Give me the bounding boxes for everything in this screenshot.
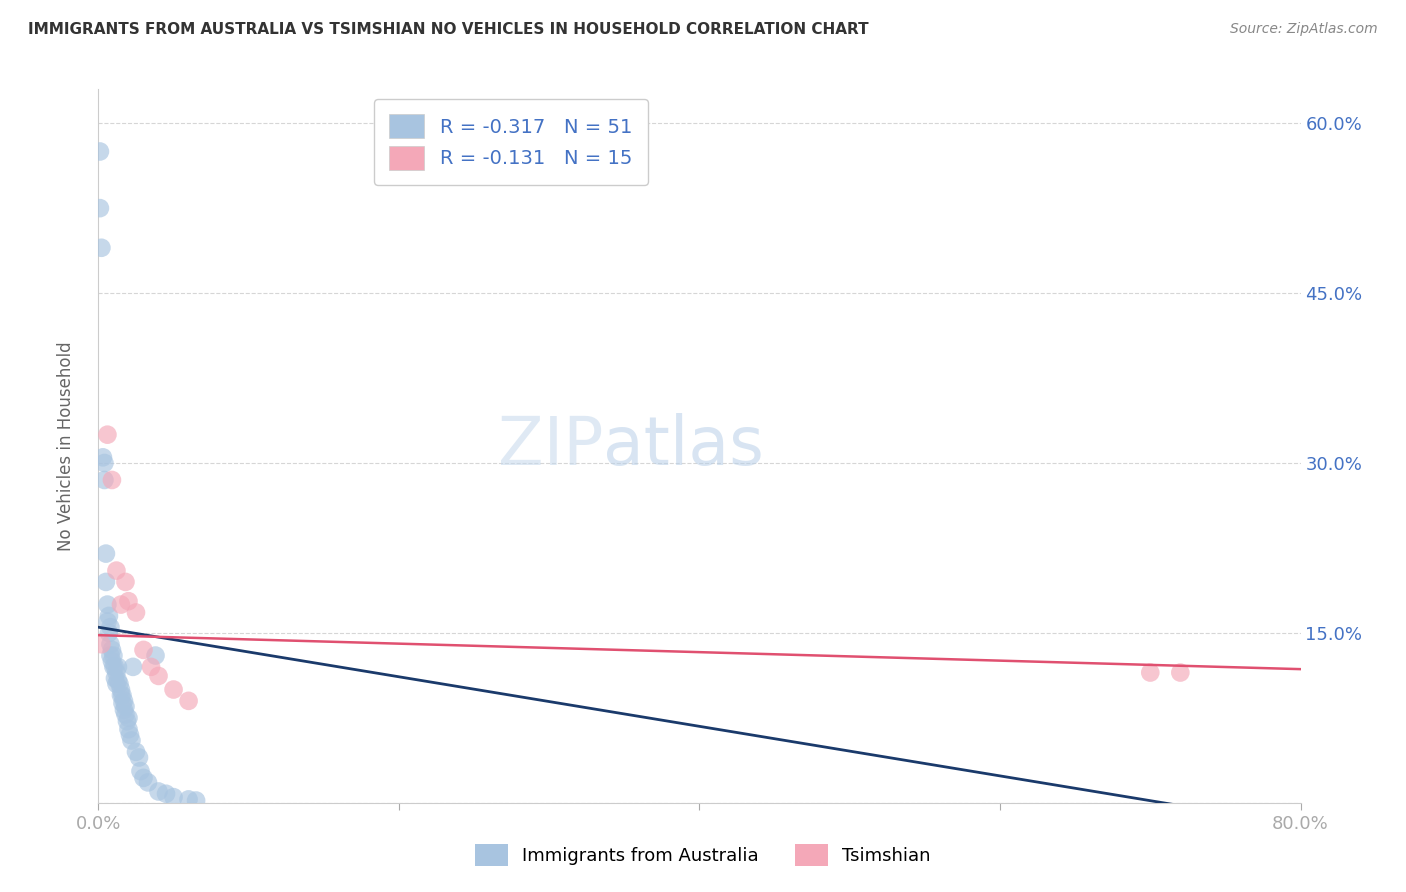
Point xyxy=(107,660,129,674)
Point xyxy=(125,745,148,759)
Text: atlas: atlas xyxy=(603,413,765,479)
Text: IMMIGRANTS FROM AUSTRALIA VS TSIMSHIAN NO VEHICLES IN HOUSEHOLD CORRELATION CHAR: IMMIGRANTS FROM AUSTRALIA VS TSIMSHIAN N… xyxy=(28,22,869,37)
Point xyxy=(110,688,132,702)
Legend: Immigrants from Australia, Tsimshian: Immigrants from Australia, Tsimshian xyxy=(463,831,943,879)
Point xyxy=(96,598,118,612)
Point xyxy=(114,699,136,714)
Point xyxy=(103,660,125,674)
Point xyxy=(101,643,124,657)
Point xyxy=(96,427,118,442)
Point xyxy=(91,450,114,465)
Point xyxy=(132,771,155,785)
Point xyxy=(162,790,184,805)
Point xyxy=(122,660,145,674)
Point xyxy=(105,665,128,680)
Point xyxy=(111,688,134,702)
Point xyxy=(93,456,115,470)
Point xyxy=(104,660,127,674)
Point xyxy=(100,620,122,634)
Point xyxy=(177,792,200,806)
Point xyxy=(136,775,159,789)
Point xyxy=(155,787,177,801)
Text: ZIP: ZIP xyxy=(498,413,603,479)
Point xyxy=(114,707,136,722)
Point xyxy=(139,660,162,674)
Y-axis label: No Vehicles in Household: No Vehicles in Household xyxy=(56,341,75,551)
Point xyxy=(145,648,167,663)
Point xyxy=(114,574,136,589)
Point xyxy=(97,608,120,623)
Point xyxy=(101,473,124,487)
Point xyxy=(1170,665,1192,680)
Point xyxy=(93,473,115,487)
Point xyxy=(148,784,170,798)
Point xyxy=(132,643,155,657)
Point xyxy=(115,714,138,729)
Point xyxy=(112,703,135,717)
Point xyxy=(117,722,139,736)
Point xyxy=(117,711,139,725)
Point xyxy=(89,145,111,159)
Point xyxy=(118,728,141,742)
Point xyxy=(129,764,152,778)
Point xyxy=(94,574,117,589)
Point xyxy=(90,637,112,651)
Point xyxy=(128,750,150,764)
Point xyxy=(94,547,117,561)
Point xyxy=(111,696,134,710)
Point xyxy=(125,606,148,620)
Point xyxy=(112,694,135,708)
Point xyxy=(177,694,200,708)
Point xyxy=(103,648,125,663)
Legend: R = -0.317   N = 51, R = -0.131   N = 15: R = -0.317 N = 51, R = -0.131 N = 15 xyxy=(374,99,648,186)
Point xyxy=(1139,665,1161,680)
Point xyxy=(89,201,111,215)
Point xyxy=(100,637,122,651)
Point xyxy=(184,793,207,807)
Point xyxy=(107,673,129,688)
Point xyxy=(110,598,132,612)
Point xyxy=(101,654,124,668)
Point xyxy=(105,564,128,578)
Point xyxy=(97,626,120,640)
Point xyxy=(162,682,184,697)
Point xyxy=(121,733,143,747)
Point xyxy=(108,677,131,691)
Point xyxy=(96,615,118,629)
Point xyxy=(110,682,132,697)
Point xyxy=(90,241,112,255)
Point xyxy=(104,671,127,685)
Text: Source: ZipAtlas.com: Source: ZipAtlas.com xyxy=(1230,22,1378,37)
Point xyxy=(100,648,122,663)
Point xyxy=(148,669,170,683)
Point xyxy=(117,594,139,608)
Point xyxy=(105,677,128,691)
